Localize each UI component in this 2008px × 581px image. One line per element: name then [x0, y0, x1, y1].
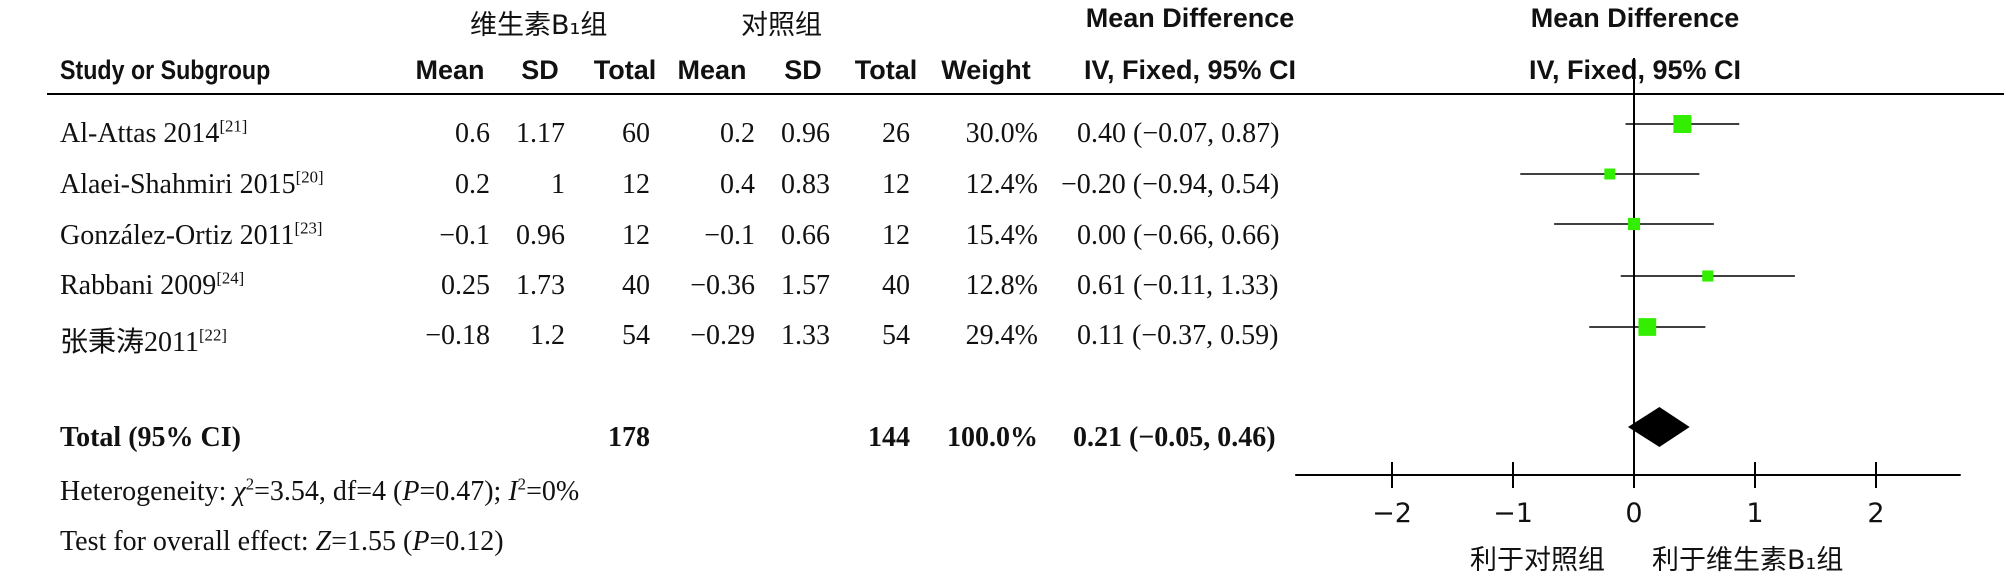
col-weight: Weight — [941, 55, 1031, 85]
x-tick-label: −2 — [1372, 498, 1412, 529]
cell-weight: 12.4% — [965, 169, 1038, 200]
md-header-line1: Mean Difference — [1085, 3, 1295, 33]
cell-mean2: −0.1 — [704, 220, 755, 251]
cell-sd2: 0.66 — [781, 220, 830, 251]
cell-total2: 26 — [882, 118, 910, 149]
cell-weight: 30.0% — [965, 118, 1038, 149]
total-control: 144 — [868, 422, 910, 453]
cell-ci: −0.20 (−0.94, 0.54) — [1061, 169, 1280, 200]
cell-total2: 12 — [882, 220, 910, 251]
cell-sd2: 0.96 — [781, 118, 830, 149]
study-marker — [1638, 318, 1657, 336]
cell-mean1: 0.25 — [441, 270, 490, 301]
cell-total2: 54 — [882, 320, 910, 351]
cell-mean1: −0.1 — [439, 220, 490, 251]
cell-total2: 40 — [882, 270, 910, 301]
total-weight: 100.0% — [947, 422, 1038, 453]
treatment-group-label: 维生素B₁组 — [470, 10, 608, 41]
control-group-header: 对照组 — [741, 10, 822, 41]
total-treatment: 178 — [608, 422, 650, 453]
col-mean-control: Mean — [677, 55, 747, 85]
total-ci: 0.21 (−0.05, 0.46) — [1073, 422, 1276, 453]
cell-mean2: −0.29 — [690, 320, 755, 351]
col-mean-treatment: Mean — [415, 55, 485, 85]
cell-weight: 29.4% — [965, 320, 1038, 351]
favours-control-label: 利于对照组 — [1470, 545, 1605, 576]
study-name: Al-Attas 2014[21] — [60, 116, 248, 149]
col-total-treatment: Total — [593, 55, 657, 85]
x-tick-label: 0 — [1625, 498, 1642, 529]
study-marker — [1702, 270, 1714, 282]
cell-mean1: 0.2 — [455, 169, 490, 200]
study-name: González-Ortiz 2011[23] — [60, 218, 323, 251]
cell-total1: 12 — [622, 220, 650, 251]
md-header-line2: IV, Fixed, 95% CI — [1083, 55, 1297, 85]
study-marker — [1627, 217, 1641, 231]
study-marker — [1673, 115, 1692, 133]
overall-effect-text: Test for overall effect: Z=1.55 (P=0.12) — [60, 526, 504, 557]
cell-total1: 40 — [622, 270, 650, 301]
cell-sd1: 1.2 — [530, 320, 565, 351]
cell-ci: 0.61 (−0.11, 1.33) — [1077, 270, 1279, 301]
cell-sd2: 1.57 — [781, 270, 830, 301]
col-total-control: Total — [854, 55, 918, 85]
study-name: 张秉涛2011[22] — [60, 325, 227, 358]
cell-ci: 0.00 (−0.66, 0.66) — [1077, 220, 1280, 251]
cell-sd2: 0.83 — [781, 169, 830, 200]
x-tick-label: 1 — [1746, 498, 1763, 529]
favours-treatment-label: 利于维生素B₁组 — [1652, 545, 1844, 576]
cell-mean2: 0.4 — [720, 169, 755, 200]
cell-sd1: 0.96 — [516, 220, 565, 251]
col-study: Study or Subgroup — [60, 55, 271, 85]
plot-header-line1: Mean Difference — [1530, 3, 1740, 33]
cell-sd1: 1 — [551, 169, 565, 200]
cell-total2: 12 — [882, 169, 910, 200]
study-name: Alaei-Shahmiri 2015[20] — [60, 167, 324, 200]
treatment-group-header: 维生素B₁组 — [470, 3, 607, 42]
header-rule — [47, 93, 2004, 95]
cell-ci: 0.11 (−0.37, 0.59) — [1077, 320, 1279, 351]
cell-total1: 54 — [622, 320, 650, 351]
cell-weight: 15.4% — [965, 220, 1038, 251]
cell-sd1: 1.17 — [516, 118, 565, 149]
x-tick-label: 2 — [1867, 498, 1884, 529]
heterogeneity-text: Heterogeneity: χ2=3.54, df=4 (P=0.47); I… — [60, 474, 580, 507]
cell-ci: 0.40 (−0.07, 0.87) — [1077, 118, 1280, 149]
cell-sd1: 1.73 — [516, 270, 565, 301]
total-label: Total (95% CI) — [60, 422, 241, 453]
cell-mean2: −0.36 — [690, 270, 755, 301]
cell-mean1: 0.6 — [455, 118, 490, 149]
x-tick-label: −1 — [1493, 498, 1533, 529]
col-sd-treatment: SD — [521, 55, 559, 85]
study-name: Rabbani 2009[24] — [60, 268, 245, 301]
cell-total1: 60 — [622, 118, 650, 149]
cell-total1: 12 — [622, 169, 650, 200]
cell-mean1: −0.18 — [425, 320, 490, 351]
pooled-diamond — [1627, 407, 1690, 447]
study-marker — [1604, 168, 1616, 180]
cell-mean2: 0.2 — [720, 118, 755, 149]
col-sd-control: SD — [784, 55, 822, 85]
cell-weight: 12.8% — [965, 270, 1038, 301]
cell-sd2: 1.33 — [781, 320, 830, 351]
